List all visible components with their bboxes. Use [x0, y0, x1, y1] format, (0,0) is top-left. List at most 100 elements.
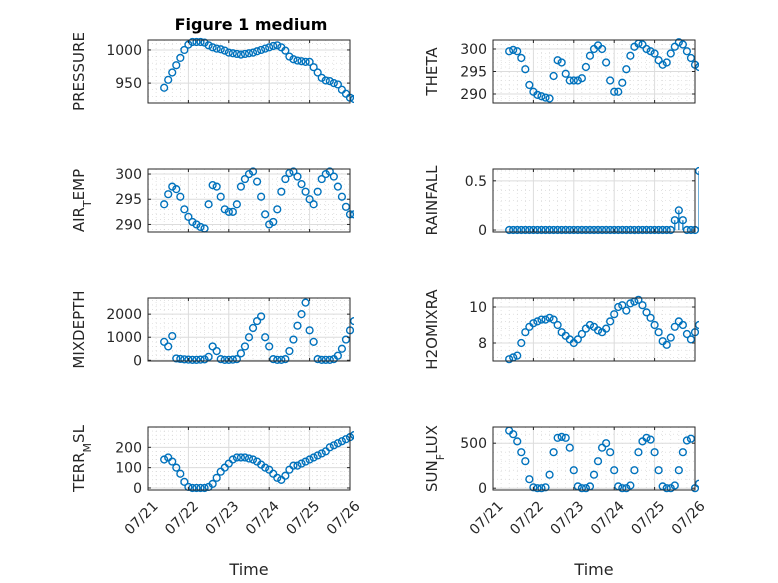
data-point	[642, 433, 651, 442]
data-point	[517, 448, 526, 457]
data-point	[333, 182, 342, 191]
data-point	[654, 328, 663, 337]
data-point	[614, 225, 623, 235]
data-point	[670, 216, 679, 225]
y-tick-label: 290	[460, 87, 487, 103]
data-point	[529, 483, 538, 492]
data-point	[329, 172, 338, 181]
data-point	[670, 42, 679, 51]
series-markers	[505, 38, 715, 103]
data-point	[698, 328, 699, 329]
subplot-2: 290 295 300 THETA	[423, 38, 715, 104]
data-point	[200, 483, 209, 493]
y-axis-label: TERRMSL	[70, 424, 94, 493]
series-markers	[160, 167, 354, 233]
data-point	[224, 207, 233, 216]
data-point	[678, 320, 687, 330]
data-point	[168, 182, 177, 191]
data-point	[184, 212, 193, 221]
data-point	[634, 448, 643, 457]
data-point	[265, 43, 274, 52]
data-point	[549, 315, 558, 324]
axes-box	[147, 297, 351, 362]
data-point	[549, 71, 558, 81]
data-point	[293, 172, 302, 181]
data-point	[557, 58, 566, 67]
data-point	[277, 355, 286, 364]
data-point	[662, 340, 671, 349]
data-point	[610, 87, 619, 96]
y-tick-label: 2000	[106, 307, 142, 323]
series-markers	[505, 295, 711, 364]
data-point	[581, 62, 591, 72]
data-point	[164, 190, 173, 199]
data-point	[565, 76, 574, 85]
data-point	[505, 225, 514, 235]
subplot-3: 290 295 300 AIRTEMP	[70, 167, 354, 233]
data-point	[180, 355, 189, 364]
data-point	[200, 355, 209, 364]
data-point	[662, 484, 671, 493]
data-point	[682, 329, 692, 339]
data-point	[359, 98, 366, 105]
data-point	[618, 484, 627, 493]
y-axis-label: SUNFLUX	[423, 425, 447, 492]
subplot-4: 0 0.5 RAINFALL	[423, 165, 699, 239]
data-point	[216, 192, 225, 201]
data-point	[240, 342, 250, 351]
data-point	[666, 225, 675, 235]
data-point	[363, 297, 370, 304]
data-point	[708, 42, 715, 49]
data-point	[281, 46, 290, 55]
data-point	[553, 320, 562, 330]
series-markers	[505, 426, 715, 493]
data-point	[337, 437, 347, 446]
data-point	[704, 48, 711, 55]
data-point	[509, 45, 518, 55]
data-point	[674, 206, 683, 215]
data-point	[228, 355, 237, 364]
data-point	[309, 63, 318, 72]
data-point	[561, 433, 570, 442]
data-point	[708, 436, 715, 443]
data-point	[642, 225, 651, 235]
data-point	[577, 74, 586, 83]
data-point	[176, 192, 185, 201]
data-point	[513, 47, 522, 56]
y-axis-label: MIXDEPTH	[70, 290, 88, 368]
data-point	[513, 351, 522, 360]
data-point	[160, 455, 169, 464]
data-point	[533, 90, 542, 100]
data-point	[232, 49, 241, 59]
data-point	[353, 211, 354, 213]
data-point	[289, 335, 298, 344]
data-point	[317, 174, 326, 184]
data-point	[204, 352, 213, 361]
data-point	[610, 466, 619, 475]
data-point	[289, 461, 298, 470]
y-axis-label: THETA	[423, 47, 441, 97]
data-point	[363, 426, 370, 433]
y-axis-label: H2OMIXRA	[423, 289, 441, 370]
data-point	[172, 463, 181, 472]
data-point	[301, 57, 310, 66]
data-point	[172, 61, 181, 70]
data-point	[341, 435, 351, 444]
data-point	[509, 225, 518, 235]
data-point	[248, 48, 258, 57]
y-tick-label: 950	[115, 76, 142, 92]
data-point	[704, 334, 711, 341]
data-point	[654, 225, 663, 235]
data-point	[589, 470, 599, 479]
y-axis-label: PRESSURE	[70, 32, 88, 111]
data-point	[232, 355, 241, 364]
x-axis-label: Time	[228, 560, 268, 579]
data-point	[513, 225, 522, 235]
x-tick-label: 07/24	[588, 498, 628, 538]
data-point	[232, 200, 241, 209]
data-point	[236, 453, 246, 462]
data-point	[638, 301, 647, 310]
data-point	[359, 302, 366, 309]
y-axis-label: AIRTEMP	[70, 169, 94, 232]
data-point	[257, 312, 266, 321]
